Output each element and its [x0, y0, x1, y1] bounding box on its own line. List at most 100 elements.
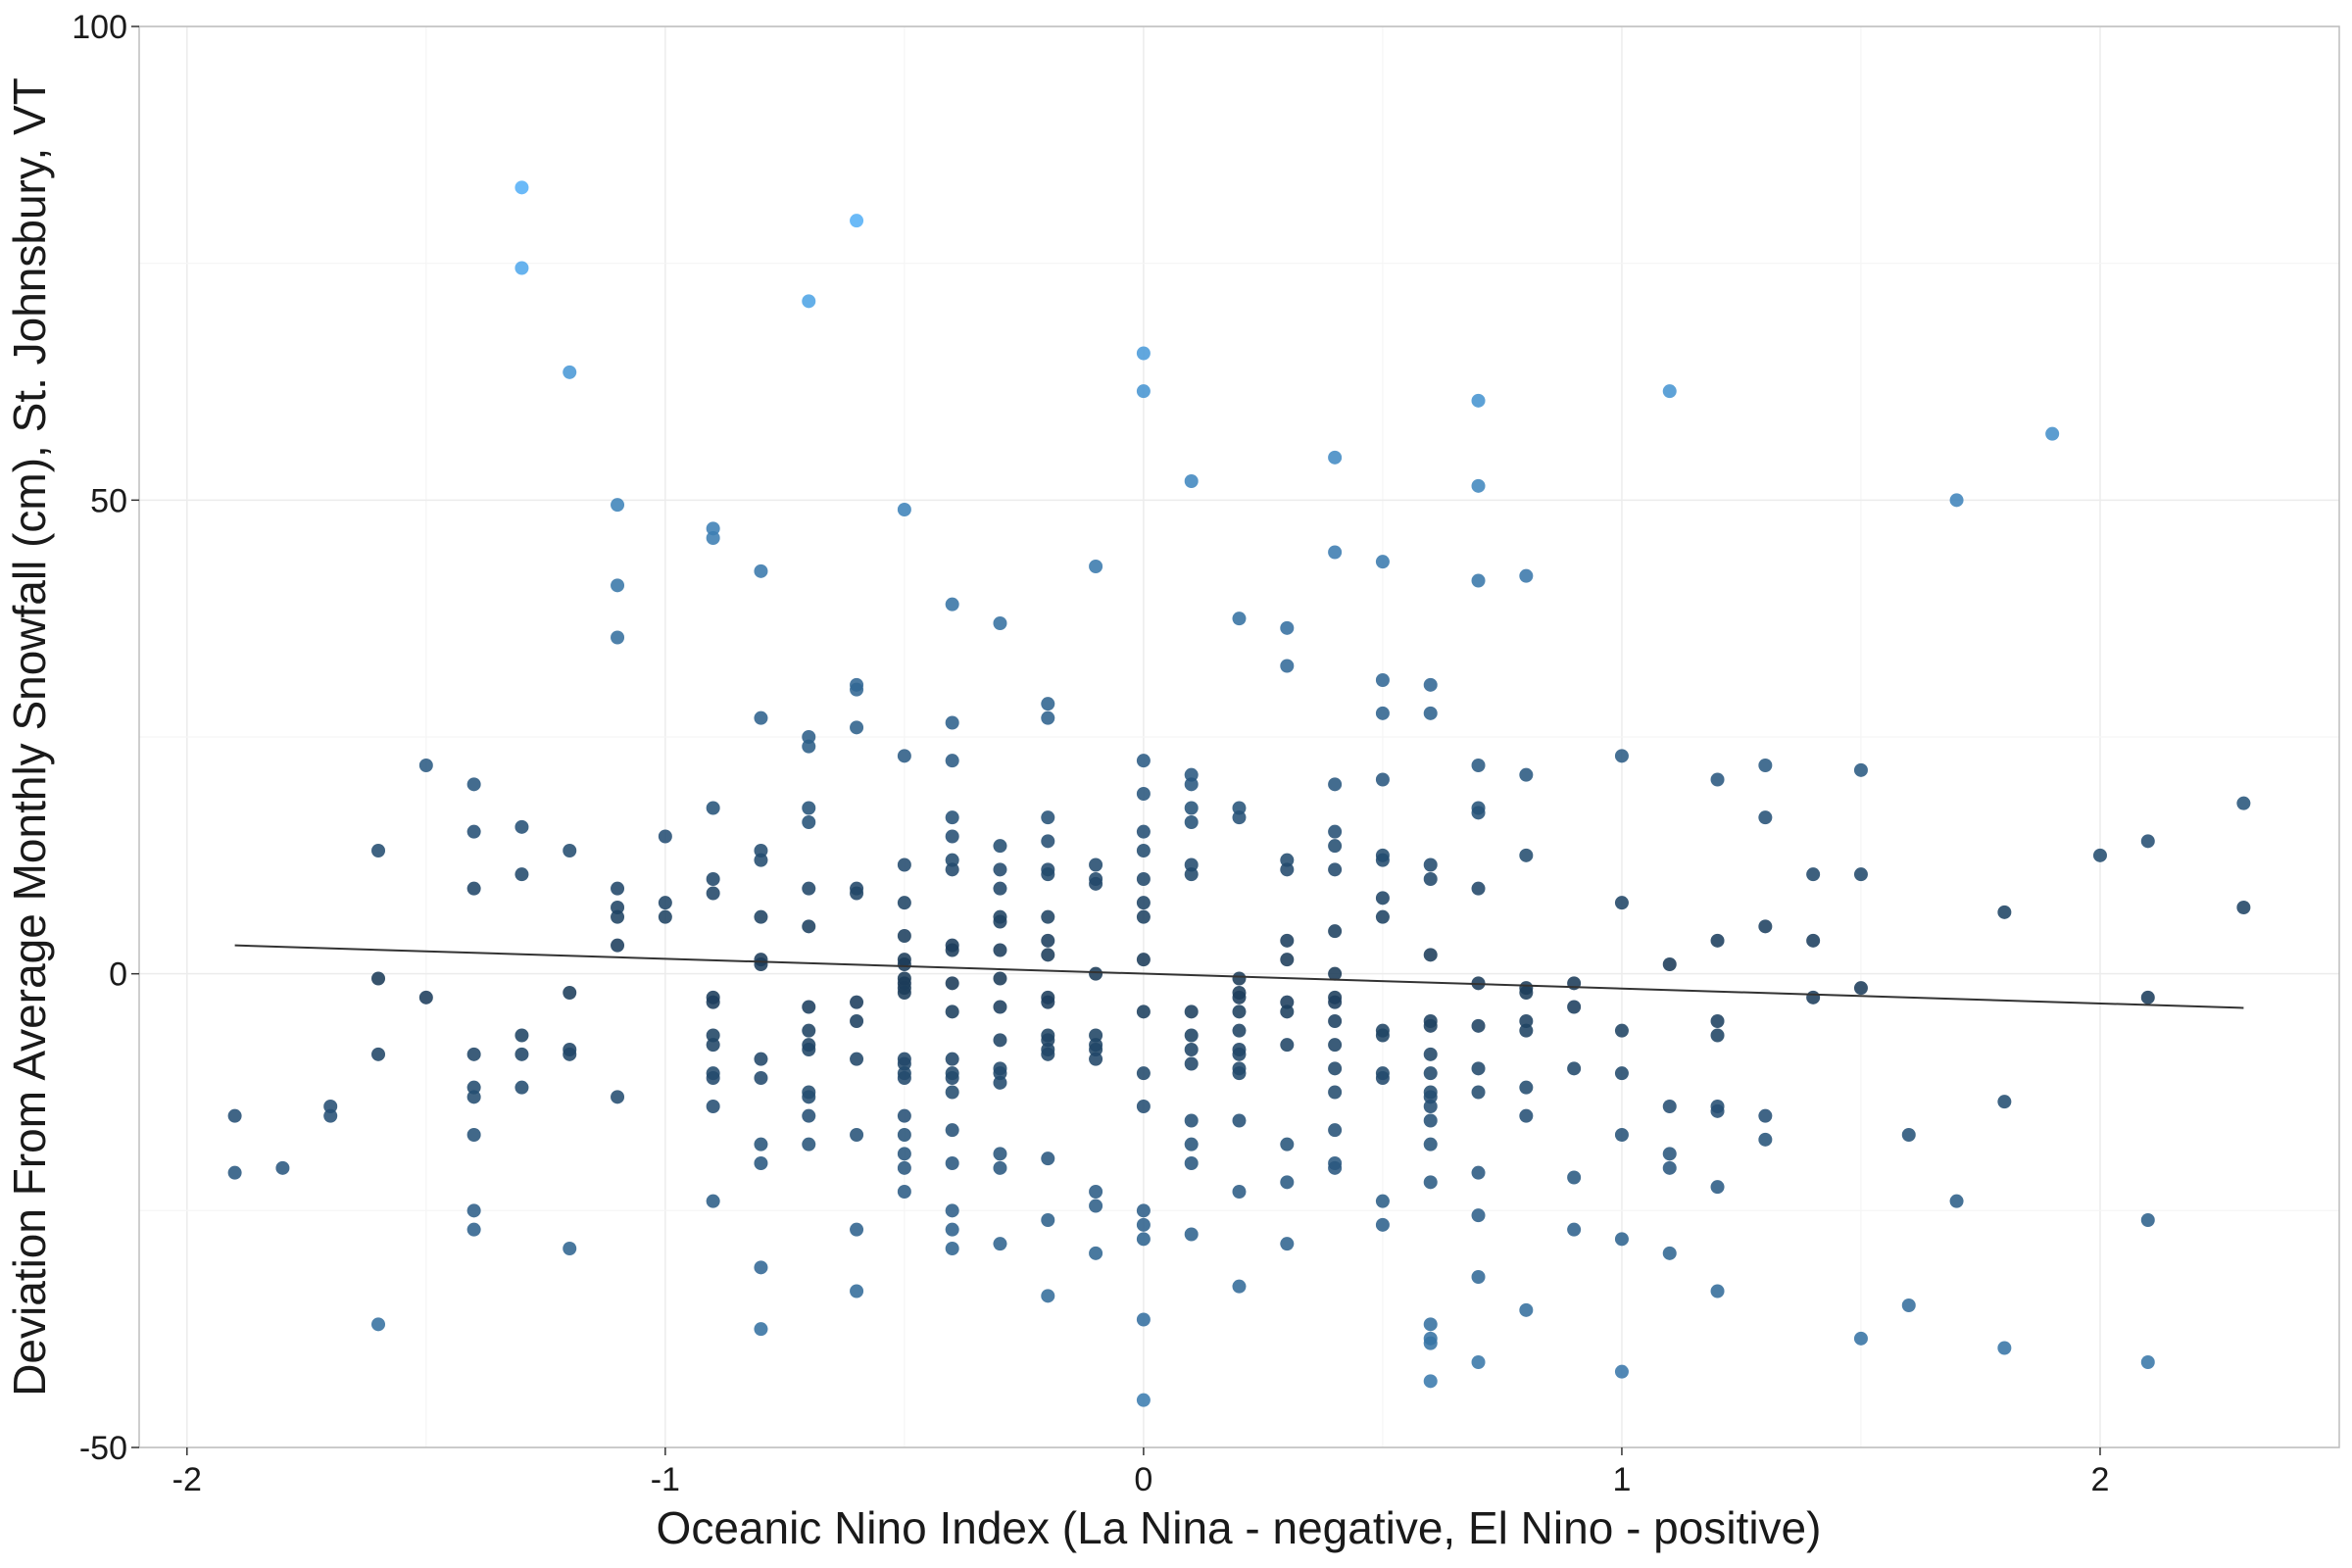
scatter-point [993, 1033, 1007, 1048]
scatter-point [1614, 1066, 1629, 1081]
scatter-point [1184, 815, 1199, 829]
scatter-point [706, 1100, 720, 1113]
scatter-point [993, 914, 1007, 929]
scatter-point [371, 844, 386, 858]
scatter-point [802, 1023, 816, 1038]
scatter-point [1280, 995, 1295, 1009]
scatter-point [897, 1160, 911, 1175]
scatter-point [1519, 986, 1534, 1000]
scatter-point [1375, 909, 1390, 924]
scatter-point [1328, 1014, 1343, 1028]
scatter-point [1184, 1004, 1199, 1019]
scatter-point [371, 1317, 386, 1332]
scatter-point [1662, 957, 1677, 971]
scatter-point [754, 1137, 768, 1152]
scatter-point [323, 1108, 338, 1123]
scatter-point [514, 261, 529, 275]
scatter-point [466, 1090, 481, 1104]
scatter-point [1089, 858, 1103, 872]
scatter-point [754, 1322, 768, 1337]
scatter-point [1328, 839, 1343, 854]
scatter-point [611, 1090, 625, 1104]
scatter-point [802, 730, 816, 744]
scatter-point [1519, 1108, 1534, 1123]
scatter-point [706, 531, 720, 545]
scatter-point [466, 1203, 481, 1218]
scatter-point [514, 1047, 529, 1061]
scatter-point [945, 1156, 959, 1170]
scatter-point [1423, 1317, 1438, 1332]
scatter-point [993, 1160, 1007, 1175]
scatter-point [945, 853, 959, 867]
scatter-point [993, 862, 1007, 877]
scatter-point [1614, 1128, 1629, 1142]
scatter-point [850, 886, 864, 901]
scatter-point [1232, 1113, 1247, 1128]
scatter-point [706, 801, 720, 815]
scatter-point [754, 710, 768, 725]
scatter-point [1471, 1270, 1486, 1284]
scatter-point [1328, 777, 1343, 792]
scatter-point [1853, 981, 1868, 996]
scatter-point [2140, 990, 2155, 1004]
scatter-point [1949, 1194, 1964, 1208]
scatter-point [945, 1123, 959, 1138]
scatter-point [1280, 620, 1295, 635]
scatter-point [706, 886, 720, 901]
scatter-point [945, 754, 959, 768]
scatter-point [1614, 1364, 1629, 1379]
scatter-point [754, 1156, 768, 1170]
scatter-point [1232, 971, 1247, 986]
scatter-point [1136, 1312, 1151, 1327]
scatter-point [850, 995, 864, 1009]
x-tick-label: -1 [651, 1461, 680, 1498]
scatter-point [1041, 1047, 1055, 1061]
scatter-point [993, 616, 1007, 630]
scatter-point [227, 1165, 242, 1180]
scatter-point [1710, 933, 1725, 948]
scatter-point [1184, 1227, 1199, 1242]
scatter-point [706, 1028, 720, 1043]
scatter-point [1041, 810, 1055, 825]
scatter-point [1136, 1217, 1151, 1232]
scatter-point [1136, 384, 1151, 399]
scatter-point [897, 858, 911, 872]
scatter-point [563, 986, 577, 1000]
scatter-point [1184, 1028, 1199, 1043]
scatter-point [1232, 1047, 1247, 1061]
scatter-point [1232, 1023, 1247, 1038]
scatter-point [1423, 948, 1438, 962]
scatter-point [1184, 867, 1199, 882]
scatter-point [1184, 858, 1199, 872]
scatter-point [945, 862, 959, 877]
scatter-point [897, 896, 911, 910]
scatter-point [802, 919, 816, 934]
scatter-point [563, 365, 577, 379]
scatter-point [1184, 1113, 1199, 1128]
scatter-point [1184, 474, 1199, 488]
scatter-point [658, 909, 672, 924]
scatter-point [897, 749, 911, 763]
scatter-point [945, 943, 959, 957]
scatter-point [1136, 1066, 1151, 1081]
scatter-point [1567, 1061, 1582, 1076]
scatter-point [2140, 834, 2155, 849]
scatter-point [1328, 995, 1343, 1009]
scatter-point [611, 881, 625, 896]
scatter-point [1471, 806, 1486, 820]
scatter-point [1519, 1302, 1534, 1317]
scatter-point [945, 1085, 959, 1100]
scatter-point [1567, 1000, 1582, 1014]
scatter-point [1136, 754, 1151, 768]
scatter-point [466, 824, 481, 839]
scatter-point [1806, 867, 1821, 882]
scatter-point [418, 759, 433, 772]
scatter-point [1041, 834, 1055, 849]
scatter-point [993, 943, 1007, 957]
scatter-point [1423, 1100, 1438, 1113]
scatter-point [611, 909, 625, 924]
scatter-point [1328, 966, 1343, 981]
scatter-point [514, 1028, 529, 1043]
scatter-point [945, 829, 959, 844]
scatter-point [1471, 1165, 1486, 1180]
